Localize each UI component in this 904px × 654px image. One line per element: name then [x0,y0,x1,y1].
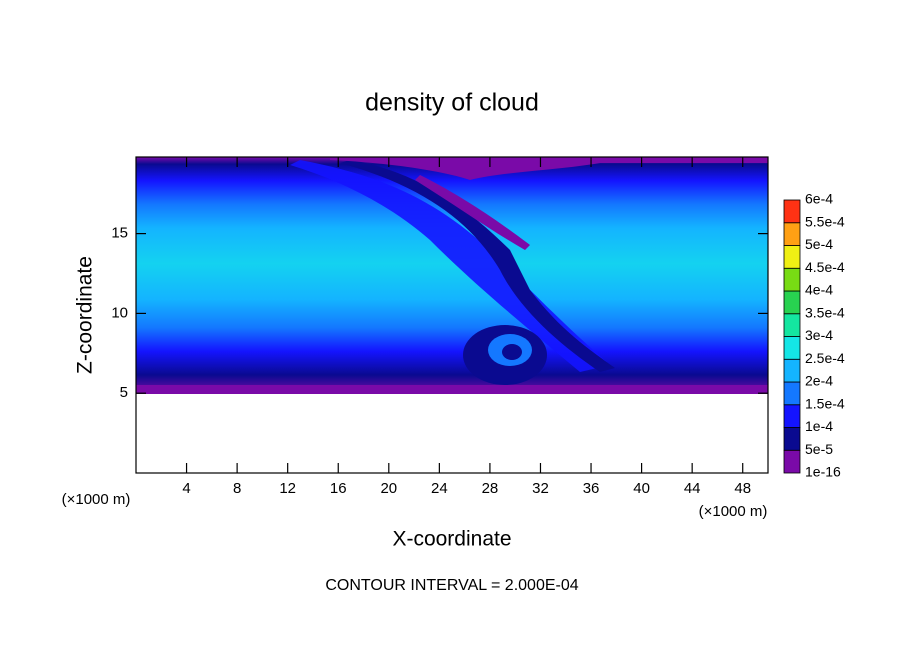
x-tick-label: 12 [279,480,296,497]
x-tick-label: 48 [734,480,751,497]
x-tick-label: 4 [182,480,190,497]
colorbar-box [783,427,801,451]
colorbar-box [783,290,801,315]
colorbar-label: 5e-4 [805,236,833,252]
colorbar-label: 1e-16 [805,464,841,480]
x-tick-label: 8 [233,480,241,497]
colorbar-box [783,449,801,474]
colorbar-box [783,245,801,269]
x-tick-label: 16 [330,480,347,497]
y-tick-label: 5 [120,384,128,401]
colorbar-label: 2e-4 [805,373,833,389]
y-axis-label: Z-coordinate [74,256,97,374]
x-tick-label: 32 [532,480,549,497]
colorbar-box [783,336,801,360]
colorbar-label: 1e-4 [805,418,833,434]
x-tick-label: 44 [684,480,701,497]
footer-note: CONTOUR INTERVAL = 2.000E-04 [325,577,578,594]
x-tick-label: 36 [583,480,600,497]
colorbar-label: 6e-4 [805,191,833,207]
colorbar-label: 3e-4 [805,327,833,343]
colorbar-label: 4.5e-4 [805,259,845,275]
plot-frame [135,156,769,474]
colorbar-box [783,267,801,292]
y-tick-label: 10 [111,304,128,321]
colorbar-box [783,404,801,428]
x-tick-label: 24 [431,480,448,497]
colorbar-box [783,313,801,337]
colorbar-label: 5e-5 [805,441,833,457]
x-tick-label: 40 [633,480,650,497]
colorbar-label: 2.5e-4 [805,350,845,366]
x-tick-label: 20 [380,480,397,497]
colorbar-label: 5.5e-4 [805,213,845,229]
contour-field [136,157,768,394]
colorbar-box [783,199,801,224]
colorbar-box [783,381,801,406]
x-tick-label: 28 [482,480,499,497]
chart-title: density of cloud [365,89,539,117]
x-unit-label: (×1000 m) [699,503,768,520]
x-unit-label: (×1000 m) [62,491,131,508]
colorbar-box [783,222,801,246]
colorbar-label: 4e-4 [805,282,833,298]
y-tick-label: 15 [111,225,128,242]
colorbar-label: 1.5e-4 [805,395,845,411]
colorbar-label: 3.5e-4 [805,304,845,320]
colorbar-box [783,358,801,383]
x-axis-label: X-coordinate [392,528,511,551]
